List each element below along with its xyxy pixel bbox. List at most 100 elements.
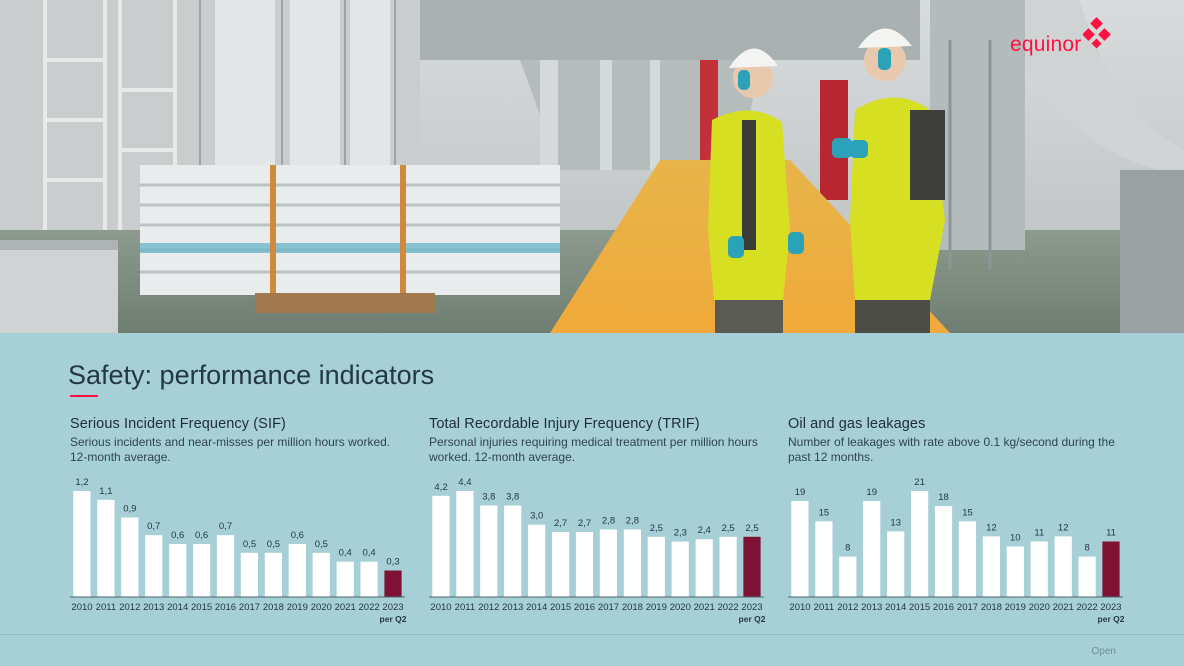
facility-illustration [0,0,1184,333]
bar-2020 [671,541,689,597]
tick-label-2016: 2016 [215,602,236,613]
logo-wordmark: equinor [1010,33,1082,56]
tick-label-2017: 2017 [957,602,978,613]
title-accent-rule [70,395,98,397]
tick-label-2022: 2022 [718,602,739,613]
bar-2011 [456,491,474,597]
bar-2021 [336,561,354,597]
sif-panel: Serious Incident Frequency (SIF) Serious… [70,416,410,465]
tick-label-2014: 2014 [167,602,188,613]
bar-2023 [743,536,761,597]
value-label-2012: 8 [845,543,850,554]
tick-label-2022: 2022 [1077,602,1098,613]
value-label-2022: 0,4 [362,548,375,559]
tick-label-2018: 2018 [981,602,1002,613]
trif-subtitle: Personal injuries requiring medical trea… [429,435,758,464]
tick-label-2012: 2012 [119,602,140,613]
bar-2011 [815,521,833,597]
tick-label-2014: 2014 [526,602,547,613]
bar-2023 [1102,541,1120,597]
tick-label-2017: 2017 [239,602,260,613]
leakages-title: Oil and gas leakages [788,416,926,432]
tick-label-2022: 2022 [359,602,380,613]
tick-label-2018: 2018 [622,602,643,613]
tick-sublabel-2023: per Q2 [1098,614,1125,624]
value-label-2010: 1,2 [75,477,88,488]
tick-label-2015: 2015 [550,602,571,613]
tick-label-2021: 2021 [335,602,356,613]
trif-chart: 4,2 2010 4,4 2011 3,8 2012 3,8 2013 3,0 2014 2,7 20… [429,470,766,630]
bar-2021 [695,539,713,597]
leakages-chart-svg: 19 2010 15 2011 8 2012 19 2013 13 2014 21 2015 18 201… [788,477,1125,624]
bar-2019 [1006,546,1024,597]
bar-2016 [575,532,594,597]
value-label-2017: 2,8 [602,516,615,527]
tick-label-2014: 2014 [885,602,906,613]
tick-label-2019: 2019 [1005,602,1026,613]
bar-2013 [145,535,163,597]
value-label-2011: 1,1 [99,486,112,497]
tick-label-2020: 2020 [1029,602,1050,613]
value-label-2021: 0,4 [339,548,352,559]
tick-label-2023: 2023 [741,602,762,613]
tick-label-2023: 2023 [1100,602,1121,613]
value-label-2023: 2,5 [745,523,758,534]
value-label-2019: 2,5 [650,523,663,534]
bar-2012 [121,517,139,597]
classification-label: Open [1091,646,1116,657]
bar-2017 [240,552,258,597]
value-label-2021: 2,4 [698,525,711,536]
bar-2014 [887,531,905,597]
tick-label-2021: 2021 [694,602,715,613]
bar-2018 [623,529,641,597]
bar-2017 [958,521,976,597]
tick-label-2012: 2012 [837,602,858,613]
value-label-2011: 15 [819,507,830,518]
bar-2010 [791,501,809,597]
value-label-2016: 2,7 [578,518,591,529]
value-label-2012: 3,8 [482,492,495,503]
bar-2019 [647,536,665,597]
value-label-2023: 11 [1106,528,1116,539]
page-title: Safety: performance indicators [68,360,435,390]
tick-label-2010: 2010 [71,602,92,613]
tick-label-2016: 2016 [574,602,595,613]
bar-2014 [528,524,546,597]
bar-2011 [97,499,115,597]
value-label-2014: 3,0 [530,511,543,522]
bar-2016 [934,506,953,597]
tick-label-2016: 2016 [933,602,954,613]
value-label-2015: 0,6 [195,530,208,541]
bar-2017 [599,529,617,597]
value-label-2018: 12 [986,522,997,533]
value-label-2010: 19 [795,487,806,498]
value-label-2017: 15 [962,507,973,518]
tick-label-2012: 2012 [478,602,499,613]
value-label-2014: 13 [890,517,901,528]
bar-2018 [982,536,1000,597]
bar-2013 [863,501,881,597]
tick-label-2018: 2018 [263,602,284,613]
tick-label-2011: 2011 [96,602,116,613]
bar-2012 [839,556,857,597]
value-label-2016: 0,7 [219,521,232,532]
leakages-chart: 19 2010 15 2011 8 2012 19 2013 13 2014 21 2015 18 201… [788,470,1125,630]
value-label-2020: 2,3 [674,528,687,539]
value-label-2015: 2,7 [554,518,567,529]
tick-label-2019: 2019 [646,602,667,613]
value-label-2015: 21 [914,477,925,488]
value-label-2018: 2,8 [626,516,639,527]
bar-2015 [193,544,211,597]
tick-label-2021: 2021 [1053,602,1074,613]
bar-2023 [384,570,402,597]
tick-label-2023: 2023 [382,602,403,613]
value-label-2019: 0,6 [291,530,304,541]
value-label-2013: 3,8 [506,492,519,503]
bar-2010 [73,491,91,597]
value-label-2023: 0,3 [386,557,399,568]
value-label-2019: 10 [1010,533,1021,544]
bar-2022 [719,536,737,597]
sif-subtitle: Serious incidents and near-misses per mi… [70,435,391,464]
leakages-panel: Oil and gas leakages Number of leakages … [788,416,1128,465]
footer-rule [0,634,1184,635]
